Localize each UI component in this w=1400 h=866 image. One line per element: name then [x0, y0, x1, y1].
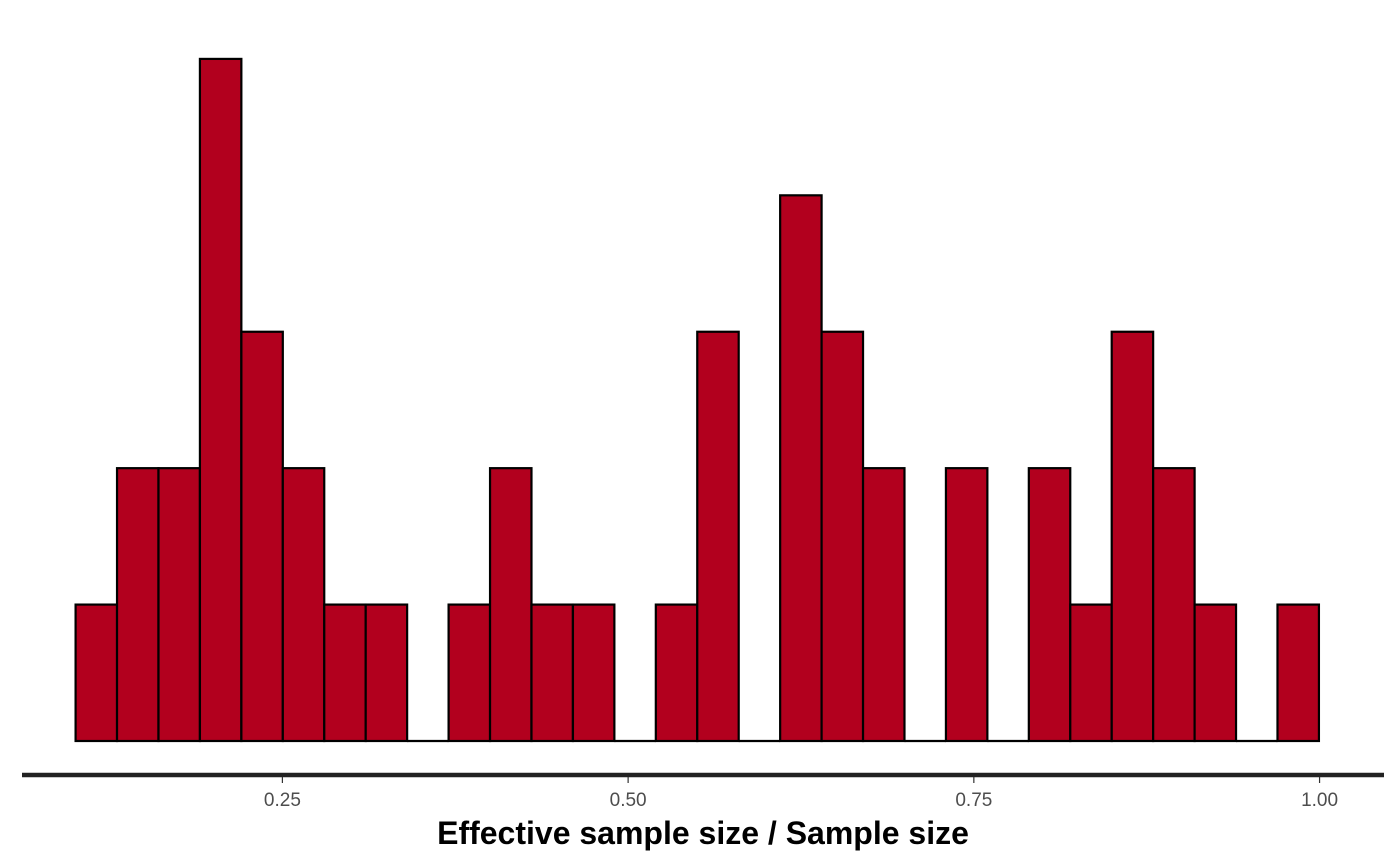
histogram-bar: [1152, 467, 1196, 743]
histogram-bar: [1027, 467, 1072, 743]
histogram-bar: [364, 603, 409, 743]
x-tick-label: 1.00: [1301, 790, 1338, 811]
x-tick-label: 0.25: [264, 790, 301, 811]
histogram-bar: [1069, 603, 1113, 743]
histogram-bar: [281, 467, 326, 743]
histogram-bar: [115, 467, 160, 743]
histogram-bar: [240, 330, 284, 743]
x-tick-label: 0.75: [955, 790, 992, 811]
histogram-bar: [1110, 330, 1155, 743]
histogram-bar: [820, 330, 865, 743]
histogram-bar: [696, 330, 740, 743]
histogram-bar: [861, 467, 906, 743]
histogram-bar: [1276, 603, 1321, 743]
histogram-bar: [447, 603, 492, 743]
histogram-bar: [488, 467, 533, 743]
histogram-bar: [654, 603, 699, 743]
histogram-bar: [944, 467, 989, 743]
histogram-bars: [74, 57, 1321, 743]
histogram-bar: [571, 603, 616, 743]
x-tick-label: 0.50: [610, 790, 647, 811]
x-axis-title: Effective sample size / Sample size: [437, 815, 969, 851]
histogram-bar: [74, 603, 119, 743]
histogram-bar: [1193, 603, 1238, 743]
x-axis-ticks: 0.25 0.50 0.75 1.00: [264, 777, 1338, 811]
histogram-bar: [779, 194, 823, 743]
histogram-bar: [198, 57, 243, 743]
histogram-bar: [530, 603, 575, 743]
histogram-bar: [157, 467, 202, 743]
histogram-bar: [323, 603, 367, 743]
